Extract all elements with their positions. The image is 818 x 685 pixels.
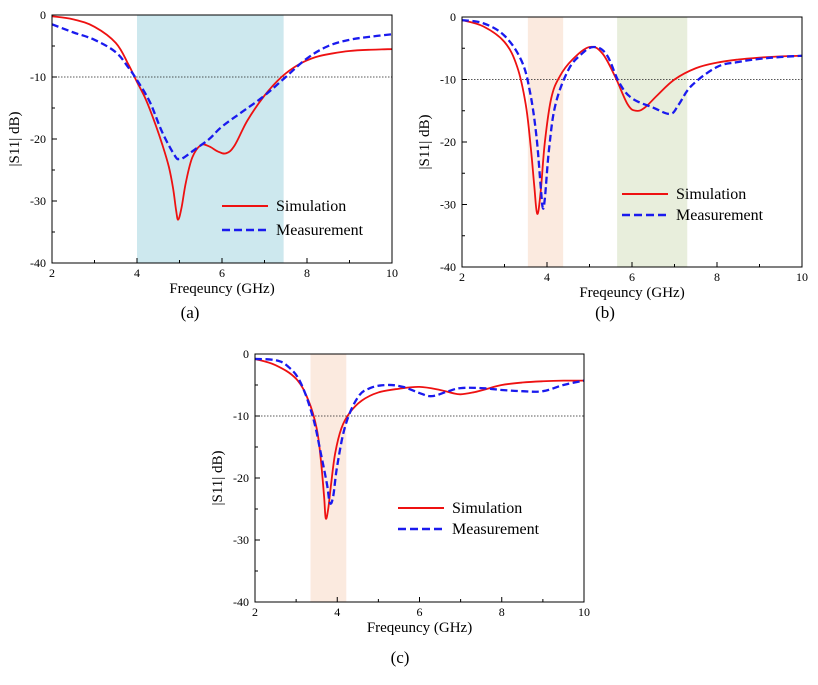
x-tick-label: 8	[499, 605, 505, 619]
highlight-band	[617, 17, 688, 267]
legend-label-measurement: Measurement	[276, 222, 364, 239]
y-tick-label: 0	[243, 347, 249, 361]
legend-label-simulation: Simulation	[676, 186, 746, 203]
y-tick-label: -40	[233, 595, 249, 609]
highlight-band	[310, 354, 347, 602]
x-tick-label: 2	[49, 266, 55, 280]
y-tick-label: -30	[30, 194, 46, 208]
x-tick-label: 6	[629, 270, 635, 284]
x-tick-label: 6	[219, 266, 225, 280]
y-tick-label: -30	[233, 533, 249, 547]
y-axis-label: |S11| dB)	[210, 450, 226, 505]
y-tick-label: -40	[30, 256, 46, 270]
panel-label: (a)	[181, 303, 200, 322]
legend-label-measurement: Measurement	[676, 207, 764, 224]
x-tick-label: 2	[252, 605, 258, 619]
chart-panel-a: 2 4 6 8 10 0 -10 -20 -30 -40 Freqeuncy (GHz) |S11| …	[7, 8, 398, 322]
x-tick-label: 8	[714, 270, 720, 284]
x-tick-label: 10	[386, 266, 398, 280]
x-axis-label: Freqeuncy (GHz)	[367, 620, 472, 636]
chart-panel-b: 2 4 6 8 10 0 -10 -20 -30 -40 Freqeuncy (GHz) |S11| …	[417, 10, 808, 322]
x-tick-label: 10	[578, 605, 590, 619]
y-tick-label: 0	[450, 10, 456, 24]
y-tick-label: -10	[440, 73, 456, 87]
y-tick-label: -30	[440, 198, 456, 212]
y-tick-label: -20	[233, 471, 249, 485]
x-tick-label: 4	[134, 266, 140, 280]
panel-label: (b)	[595, 303, 615, 322]
legend-label-simulation: Simulation	[452, 500, 522, 517]
y-tick-label: -20	[30, 132, 46, 146]
y-tick-label: -40	[440, 260, 456, 274]
x-tick-label: 10	[796, 270, 808, 284]
series-line-measurement	[254, 357, 585, 505]
x-tick-label: 8	[304, 266, 310, 280]
x-tick-label: 4	[544, 270, 550, 284]
y-axis-label: |S11| dB)	[7, 111, 23, 166]
y-tick-label: -20	[440, 135, 456, 149]
x-axis-label: Freqeuncy (GHz)	[579, 285, 684, 301]
x-axis-label: Freqeuncy (GHz)	[169, 281, 274, 297]
x-tick-label: 2	[459, 270, 465, 284]
series-line-measurement	[51, 23, 393, 161]
series-line-simulation	[254, 358, 585, 520]
x-tick-label: 6	[417, 605, 423, 619]
y-tick-label: 0	[40, 8, 46, 22]
legend-label-measurement: Measurement	[452, 521, 540, 538]
chart-panel-c: 2 4 6 8 10 0 -10 -20 -30 -40 Freqeuncy (GHz) |S11| …	[210, 347, 590, 667]
y-tick-label: -10	[30, 70, 46, 84]
panel-label: (c)	[391, 648, 410, 667]
y-tick-label: -10	[233, 409, 249, 423]
y-axis-label: |S11| dB)	[417, 114, 433, 169]
x-tick-label: 4	[334, 605, 340, 619]
legend-label-simulation: Simulation	[276, 198, 346, 215]
